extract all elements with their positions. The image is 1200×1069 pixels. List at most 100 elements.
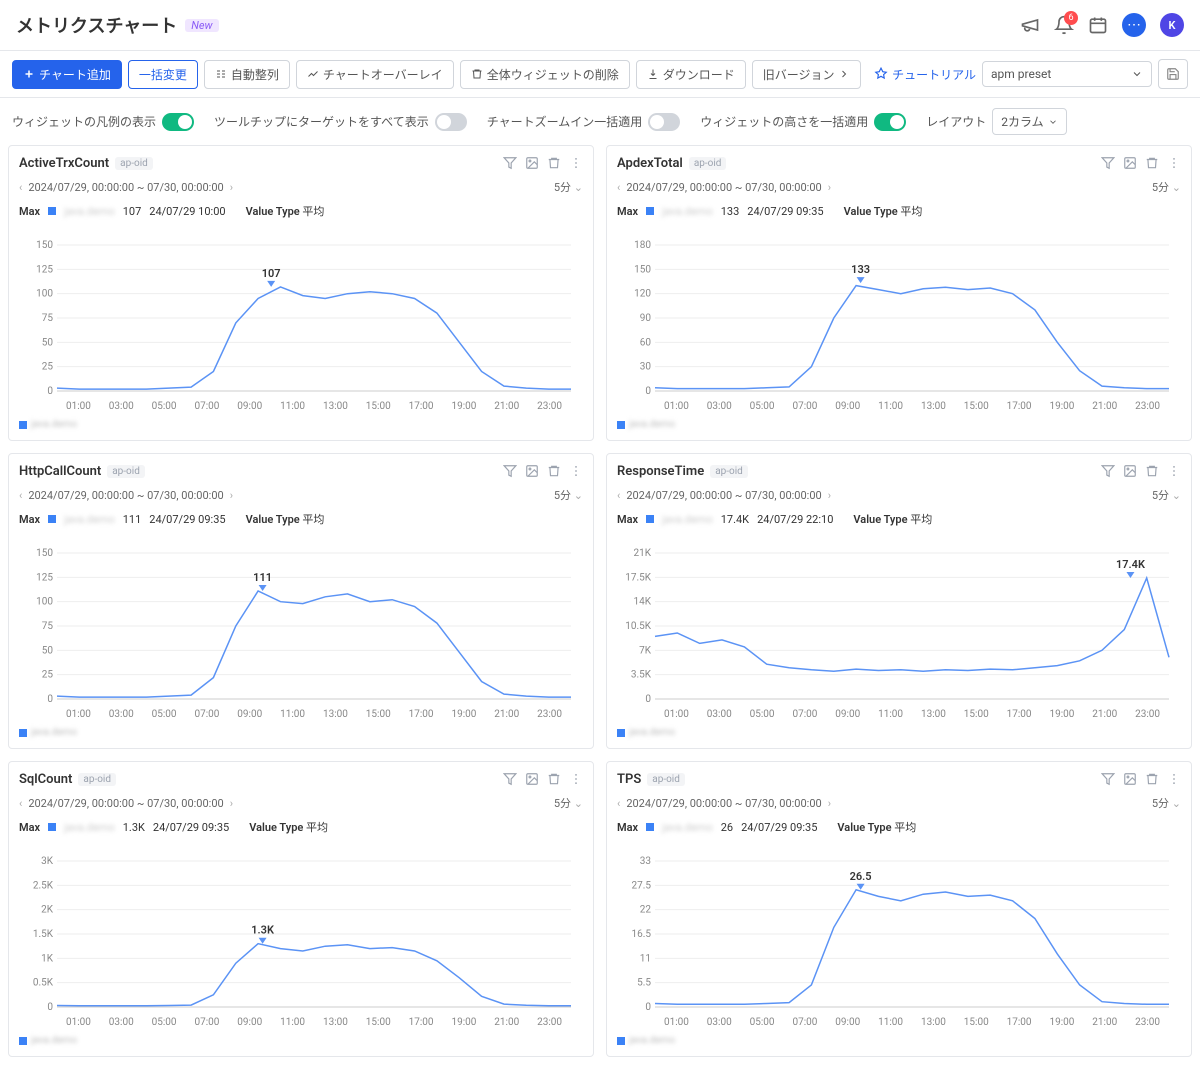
delete-icon[interactable] bbox=[1145, 772, 1159, 789]
svg-text:25: 25 bbox=[42, 362, 54, 373]
svg-text:23:00: 23:00 bbox=[537, 401, 562, 412]
filter-icon[interactable] bbox=[1101, 156, 1115, 173]
interval-select[interactable]: 5分 ⌄ bbox=[1152, 487, 1181, 503]
svg-text:09:00: 09:00 bbox=[835, 709, 860, 720]
interval-select[interactable]: 5分 ⌄ bbox=[1152, 179, 1181, 195]
filter-icon[interactable] bbox=[503, 772, 517, 789]
line-chart: 05.51116.52227.533 26.5 01:0003:0005:000… bbox=[617, 841, 1181, 1031]
more-icon[interactable] bbox=[1167, 772, 1181, 789]
svg-text:05:00: 05:00 bbox=[152, 401, 177, 412]
svg-text:19:00: 19:00 bbox=[1049, 401, 1074, 412]
legend-swatch bbox=[617, 729, 625, 737]
batch-edit-button[interactable]: 一括変更 bbox=[128, 60, 198, 89]
interval-select[interactable]: 5分 ⌄ bbox=[554, 795, 583, 811]
tutorial-link[interactable]: チュートリアル bbox=[874, 66, 976, 83]
svg-text:5.5: 5.5 bbox=[637, 978, 651, 989]
more-icon[interactable] bbox=[569, 772, 583, 789]
download-button[interactable]: ダウンロード bbox=[636, 60, 746, 89]
image-icon[interactable] bbox=[525, 772, 539, 789]
chart-oid-tag: ap-oid bbox=[689, 157, 727, 170]
svg-text:120: 120 bbox=[634, 289, 651, 300]
svg-text:01:00: 01:00 bbox=[664, 709, 689, 720]
preset-select[interactable]: apm preset bbox=[982, 61, 1152, 87]
svg-text:21K: 21K bbox=[633, 548, 651, 559]
image-icon[interactable] bbox=[1123, 772, 1137, 789]
announcement-icon[interactable] bbox=[1020, 15, 1040, 35]
chart-title: ApdexTotal bbox=[617, 156, 683, 171]
prev-range-button[interactable]: ‹ bbox=[19, 797, 22, 810]
chart-oid-tag: ap-oid bbox=[78, 773, 116, 786]
svg-text:11:00: 11:00 bbox=[878, 709, 903, 720]
interval-select[interactable]: 5分 ⌄ bbox=[1152, 795, 1181, 811]
add-chart-button[interactable]: チャート追加 bbox=[12, 60, 122, 89]
delete-icon[interactable] bbox=[547, 156, 561, 173]
series-swatch bbox=[48, 823, 56, 831]
zoom-toggle[interactable] bbox=[648, 113, 680, 131]
value-type: 平均 bbox=[302, 205, 324, 218]
delete-icon[interactable] bbox=[547, 464, 561, 481]
more-menu-button[interactable]: ⋯ bbox=[1122, 13, 1146, 37]
next-range-button[interactable]: › bbox=[230, 489, 233, 502]
svg-text:13:00: 13:00 bbox=[921, 709, 946, 720]
more-icon[interactable] bbox=[569, 156, 583, 173]
max-time: 24/07/29 09:35 bbox=[741, 821, 817, 834]
next-range-button[interactable]: › bbox=[828, 181, 831, 194]
value-type: 平均 bbox=[910, 513, 932, 526]
height-option-label: ウィジェットの高さを一括適用 bbox=[700, 113, 868, 130]
svg-text:01:00: 01:00 bbox=[664, 1017, 689, 1028]
svg-text:0: 0 bbox=[645, 1002, 651, 1013]
filter-icon[interactable] bbox=[1101, 772, 1115, 789]
old-version-button[interactable]: 旧バージョン bbox=[752, 60, 862, 89]
delete-icon[interactable] bbox=[1145, 156, 1159, 173]
prev-range-button[interactable]: ‹ bbox=[617, 489, 620, 502]
series-swatch bbox=[48, 515, 56, 523]
save-preset-button[interactable] bbox=[1158, 59, 1188, 89]
next-range-button[interactable]: › bbox=[230, 181, 233, 194]
prev-range-button[interactable]: ‹ bbox=[19, 489, 22, 502]
filter-icon[interactable] bbox=[503, 464, 517, 481]
svg-text:111: 111 bbox=[253, 571, 272, 584]
chart-oid-tag: ap-oid bbox=[710, 465, 748, 478]
image-icon[interactable] bbox=[1123, 156, 1137, 173]
next-range-button[interactable]: › bbox=[230, 797, 233, 810]
notification-icon[interactable]: 6 bbox=[1054, 15, 1074, 35]
svg-text:16.5: 16.5 bbox=[632, 929, 652, 940]
delete-icon[interactable] bbox=[547, 772, 561, 789]
more-icon[interactable] bbox=[1167, 156, 1181, 173]
tooltip-toggle[interactable] bbox=[435, 113, 467, 131]
image-icon[interactable] bbox=[1123, 464, 1137, 481]
prev-range-button[interactable]: ‹ bbox=[617, 181, 620, 194]
layout-select[interactable]: 2カラム bbox=[992, 108, 1066, 135]
more-icon[interactable] bbox=[569, 464, 583, 481]
next-range-button[interactable]: › bbox=[828, 797, 831, 810]
height-toggle[interactable] bbox=[874, 113, 906, 131]
svg-text:03:00: 03:00 bbox=[707, 709, 732, 720]
image-icon[interactable] bbox=[525, 464, 539, 481]
svg-text:07:00: 07:00 bbox=[792, 1017, 817, 1028]
interval-select[interactable]: 5分 ⌄ bbox=[554, 179, 583, 195]
filter-icon[interactable] bbox=[1101, 464, 1115, 481]
image-icon[interactable] bbox=[525, 156, 539, 173]
legend-toggle[interactable] bbox=[162, 113, 194, 131]
line-chart: 0255075100125150 111 01:0003:0005:0007:0… bbox=[19, 533, 583, 723]
calendar-icon[interactable] bbox=[1088, 15, 1108, 35]
delete-all-button[interactable]: 全体ウィジェットの削除 bbox=[460, 60, 630, 89]
prev-range-button[interactable]: ‹ bbox=[617, 797, 620, 810]
avatar[interactable]: K bbox=[1160, 13, 1184, 37]
svg-text:30: 30 bbox=[640, 362, 652, 373]
prev-range-button[interactable]: ‹ bbox=[19, 181, 22, 194]
svg-text:11:00: 11:00 bbox=[878, 1017, 903, 1028]
svg-text:05:00: 05:00 bbox=[750, 1017, 775, 1028]
interval-select[interactable]: 5分 ⌄ bbox=[554, 487, 583, 503]
next-range-button[interactable]: › bbox=[828, 489, 831, 502]
auto-arrange-button[interactable]: 自動整列 bbox=[204, 60, 290, 89]
filter-icon[interactable] bbox=[503, 156, 517, 173]
delete-icon[interactable] bbox=[1145, 464, 1159, 481]
chart-card: HttpCallCount ap-oid ‹ 2024/07/29, 00:00… bbox=[8, 453, 594, 749]
value-type-label: Value Type bbox=[844, 205, 898, 218]
svg-text:0: 0 bbox=[645, 694, 651, 705]
chart-title: TPS bbox=[617, 772, 641, 787]
date-range: 2024/07/29, 00:00:00 ~ 07/30, 00:00:00 bbox=[28, 489, 223, 502]
more-icon[interactable] bbox=[1167, 464, 1181, 481]
chart-overlay-button[interactable]: チャートオーバーレイ bbox=[296, 60, 454, 89]
